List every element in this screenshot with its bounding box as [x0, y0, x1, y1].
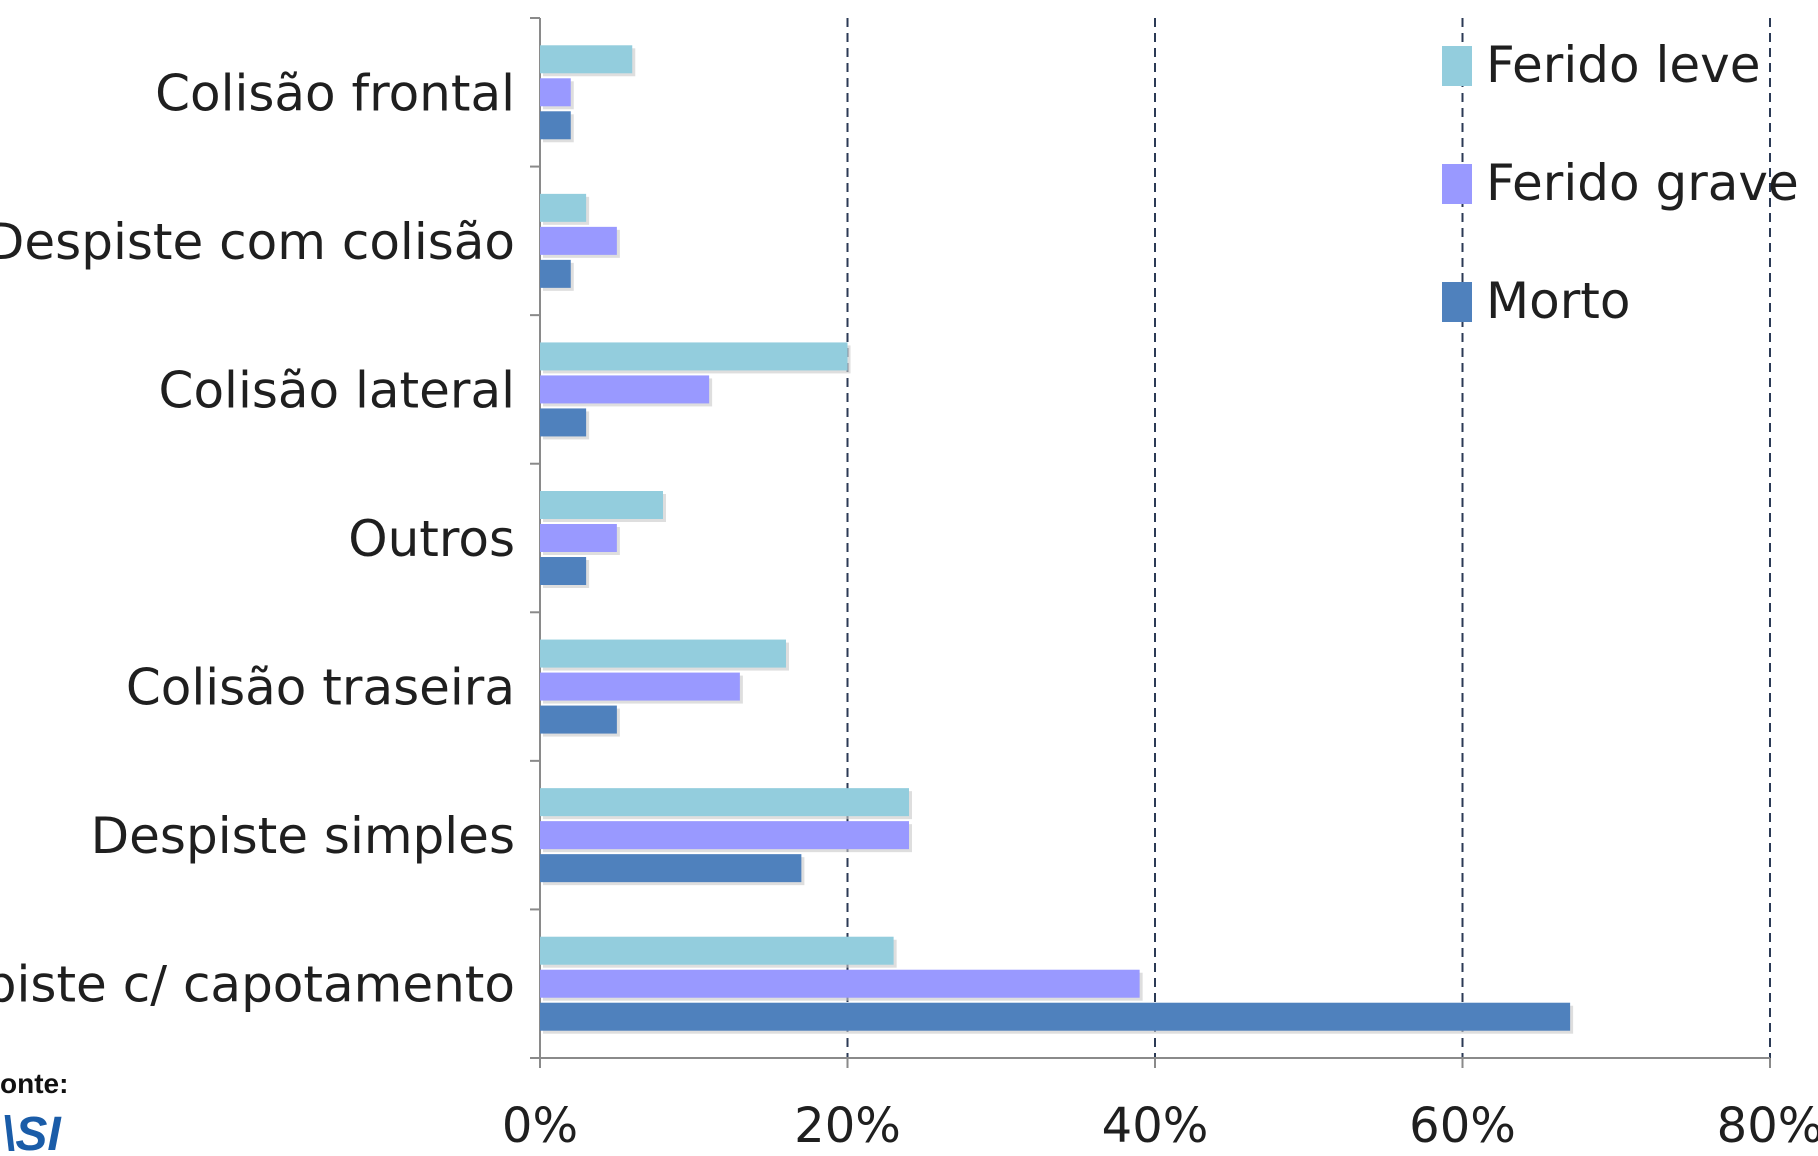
bar-morto	[540, 705, 617, 734]
category-label: Despiste simples	[91, 807, 515, 865]
category-label: Colisão traseira	[126, 659, 515, 717]
category-label: Colisão lateral	[159, 361, 515, 419]
category-label: spiste c/ capotamento	[0, 956, 515, 1014]
bar-ferido-leve	[540, 491, 663, 519]
legend-label: Ferido leve	[1486, 36, 1760, 94]
legend-swatch	[1442, 46, 1472, 86]
x-tick-label: 40%	[1102, 1098, 1209, 1154]
legend-swatch	[1442, 282, 1472, 322]
category-label: Outros	[348, 510, 515, 568]
bar-morto	[540, 111, 571, 140]
category-label: Despiste com colisão	[0, 213, 515, 271]
bar-morto	[540, 408, 587, 437]
x-tick-label: 80%	[1717, 1098, 1818, 1154]
bar-ferido-grave	[540, 78, 571, 107]
source-label: onte:	[0, 1068, 68, 1099]
bar-ferido-leve	[540, 193, 587, 222]
bar-ferido-grave	[540, 226, 617, 255]
source-logo-text: \SI	[2, 1108, 62, 1156]
bar-morto	[540, 557, 587, 585]
bar-ferido-leve	[540, 788, 909, 817]
category-label: Colisão frontal	[155, 64, 515, 122]
bar-ferido-leve	[540, 639, 786, 668]
bar-ferido-grave	[540, 821, 909, 850]
bars	[540, 45, 1574, 1034]
legend-label: Morto	[1486, 272, 1630, 330]
bar-ferido-grave	[540, 672, 740, 701]
bar-ferido-leve	[540, 45, 633, 74]
x-tick-label: 20%	[794, 1098, 901, 1154]
x-tick-labels: 0% 20% 40% 60% 80%	[502, 1098, 1818, 1154]
bar-ferido-leve	[540, 342, 848, 371]
bar-ferido-grave	[540, 969, 1140, 998]
bar-ferido-grave	[540, 375, 710, 404]
bar-morto	[540, 854, 802, 883]
legend: Ferido leve Ferido grave Morto	[1442, 36, 1799, 330]
source-logo: \SI	[2, 1108, 62, 1156]
bar-ferido-grave	[540, 524, 617, 552]
x-tick-label: 60%	[1409, 1098, 1516, 1154]
bar-ferido-leve	[540, 936, 894, 965]
x-tick-label: 0%	[502, 1098, 578, 1154]
category-labels: Colisão frontal Despiste com colisão Colis…	[0, 64, 515, 1013]
legend-swatch	[1442, 164, 1472, 204]
bar-morto	[540, 1002, 1571, 1031]
bar-morto	[540, 259, 571, 288]
y-axis-ticks	[530, 17, 1771, 1068]
legend-label: Ferido grave	[1486, 154, 1799, 212]
